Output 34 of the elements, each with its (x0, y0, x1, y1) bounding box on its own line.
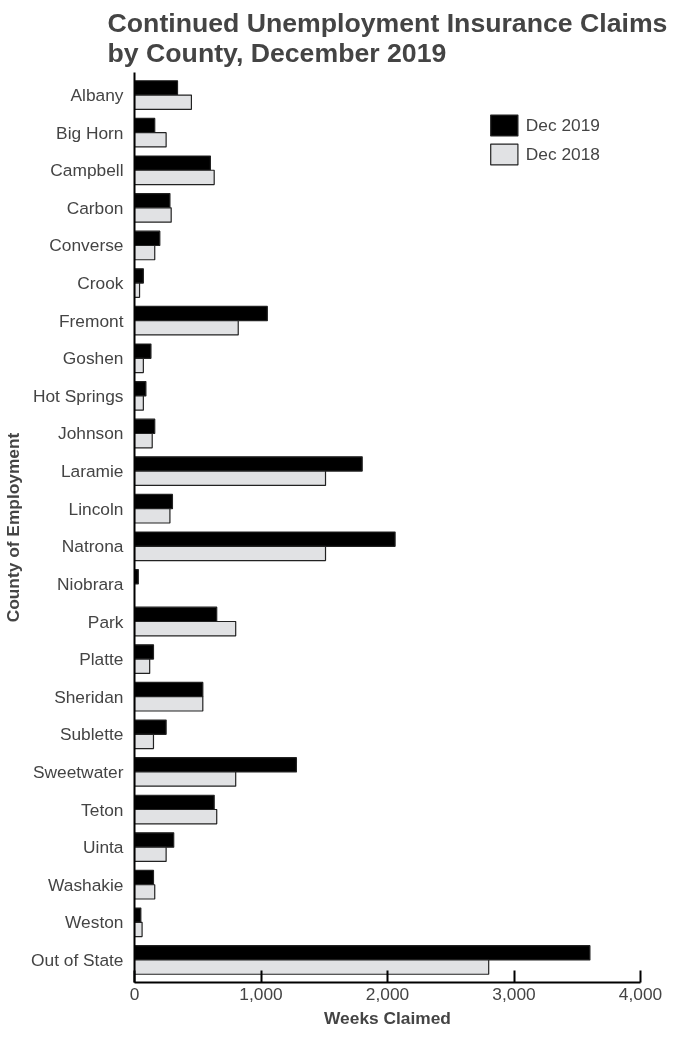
chart-title: Continued Unemployment Insurance Claims by County, December 2019 (107, 7, 668, 68)
y-tick-label: Washakie (48, 874, 124, 895)
y-tick-label: Johnson (57, 423, 124, 444)
y-tick-label: Albany (70, 85, 124, 106)
y-tick-label: Converse (49, 235, 124, 256)
x-tick-label: 3,000 (492, 983, 536, 1004)
y-tick-label: Niobrara (57, 573, 124, 594)
y-tick-label: Sheridan (54, 686, 124, 707)
y-tick-label: Crook (77, 273, 124, 294)
x-tick-label: 2,000 (365, 983, 410, 1004)
y-tick-label: Goshen (62, 348, 124, 369)
y-tick-label: Natrona (61, 536, 124, 557)
x-tick-label: 1,000 (239, 983, 283, 1004)
y-tick-label: Park (87, 611, 124, 632)
y-tick-label: Sublette (59, 724, 124, 745)
y-tick-label: Campbell (50, 160, 124, 181)
y-tick-label: Big Horn (56, 122, 124, 143)
x-axis-title: Weeks Claimed (324, 1007, 451, 1028)
y-tick-label: Sweetwater (32, 761, 124, 782)
y-tick-label: Lincoln (68, 498, 124, 519)
y-tick-label: Fremont (58, 310, 124, 331)
legend-label: Dec 2019 (525, 114, 600, 136)
y-tick-label: Teton (81, 799, 124, 820)
y-tick-label: Out of State (31, 949, 124, 970)
y-tick-label: Hot Springs (32, 385, 124, 406)
y-tick-label: Carbon (66, 197, 124, 218)
x-tick-label: 0 (129, 983, 140, 1004)
legend-label: Dec 2018 (525, 143, 600, 165)
y-tick-label: Platte (79, 649, 124, 670)
y-axis-title: County of Employment (3, 432, 24, 623)
y-tick-label: Laramie (60, 461, 124, 482)
x-tick-label: 4,000 (618, 983, 663, 1004)
y-tick-label: Weston (65, 912, 124, 933)
y-tick-label: Uinta (83, 837, 124, 858)
